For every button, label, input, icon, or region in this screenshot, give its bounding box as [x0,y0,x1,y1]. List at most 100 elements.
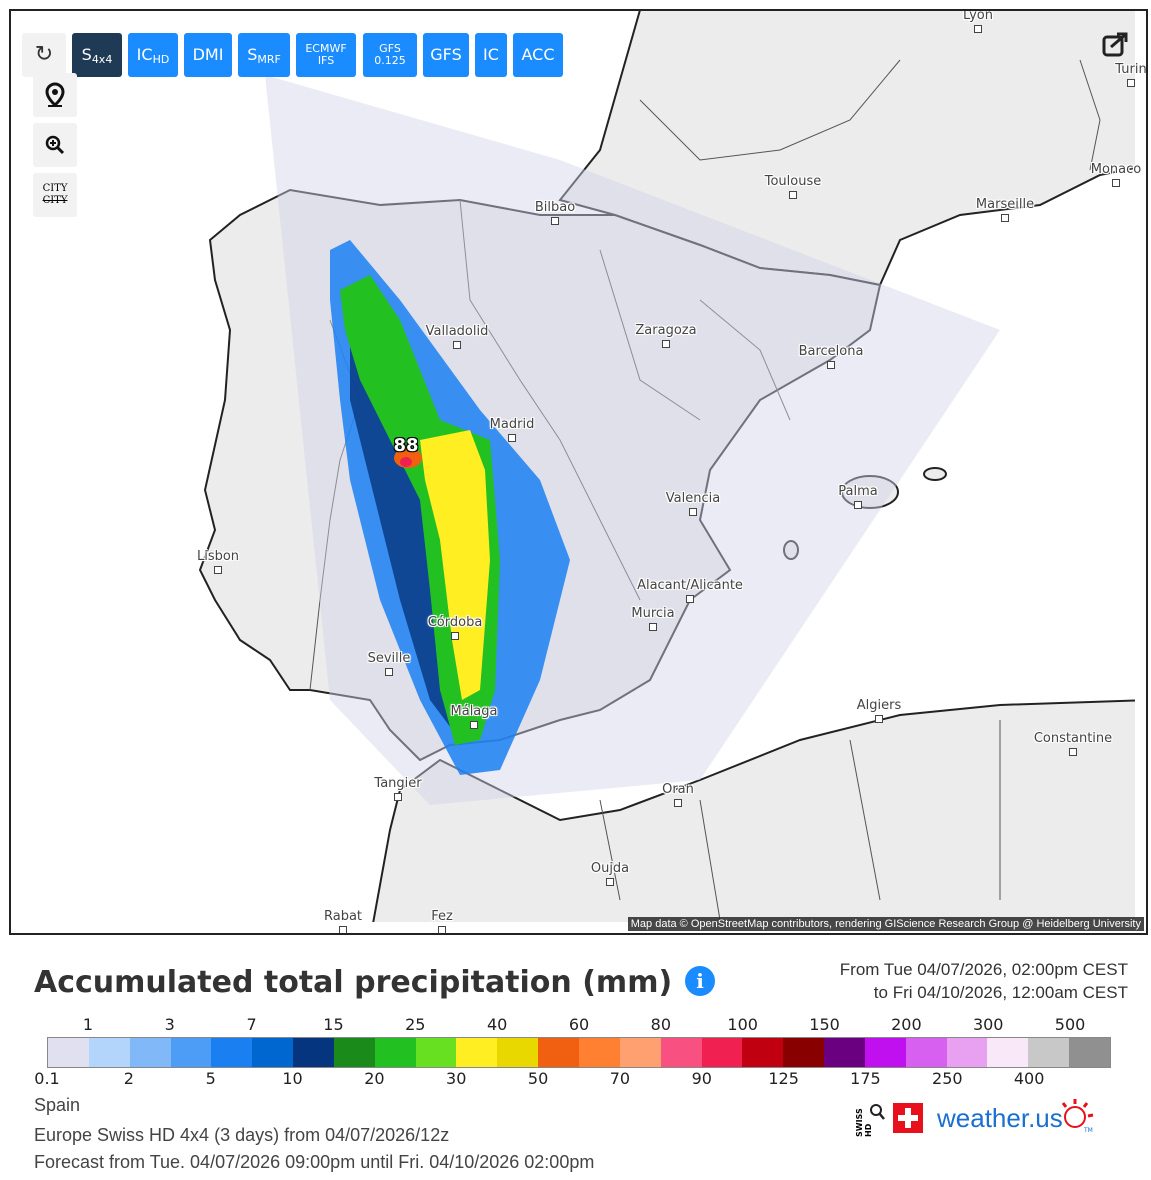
city-dot [827,361,835,369]
city-label: Tangier [374,776,422,791]
swiss-flag [893,1103,923,1133]
scale-swatch [824,1038,865,1067]
city-dot [339,926,347,933]
city-label: Turin [1115,62,1147,77]
footer-region: Spain [34,1095,81,1115]
scale-swatch [88,1038,130,1067]
ibiza [783,540,799,560]
model-button[interactable]: ICHD [128,33,178,77]
precip-yellow [420,430,490,700]
scale-label: 2 [123,1069,134,1088]
button-text: IC [483,47,499,63]
scale-label: 250 [932,1069,963,1088]
city-label: Fez [431,909,453,924]
button-main: S [81,45,92,64]
trademark: TM [1084,1127,1093,1134]
model-button[interactable]: SMRF [238,33,290,77]
scale-label: 60 [568,1015,590,1034]
zoom-button[interactable] [33,123,77,167]
button-main: ACC [521,45,555,64]
model-button[interactable]: GFS [423,33,469,77]
scale-swatch [1028,1038,1070,1067]
city-label: Alacant/Alicante [637,578,743,593]
button-sub: MRF [257,53,281,66]
city-dot [1127,79,1135,87]
button-line: IFS [317,54,335,67]
menorca [923,467,947,481]
scale-swatch [415,1038,457,1067]
location-button[interactable] [33,73,77,117]
scale-swatch [864,1038,906,1067]
model-button[interactable]: S4x4 [72,33,122,77]
scale-label: 175 [850,1069,881,1088]
scale-swatch [374,1038,416,1067]
scale-label: 3 [164,1015,175,1034]
city-label: Algiers [856,698,902,713]
button-line: GFS [379,42,401,55]
scale-label: 5 [205,1069,216,1088]
scale-swatch [987,1038,1029,1067]
button-main: IC [136,45,153,64]
color-scale [47,1037,1111,1068]
model-button[interactable]: ACC [513,33,563,77]
model-button[interactable]: IC [475,33,507,77]
scale-swatch [252,1038,294,1067]
borders [309,59,1101,921]
city-label: Barcelona [798,344,864,359]
precip-red [400,457,412,467]
city-dot [453,341,461,349]
scale-swatch [170,1038,212,1067]
city-label: Málaga [450,704,498,719]
logo-badge: SWISS HD [855,1103,925,1137]
info-button[interactable]: i [685,966,715,996]
refresh-button[interactable]: ↻ [22,33,66,77]
city-dot [789,191,797,199]
scale-label: 30 [446,1069,467,1088]
scale-swatch [538,1038,579,1067]
city-label: Murcia [631,606,675,621]
button-main: S [247,45,258,64]
scale-label: 7 [246,1015,257,1034]
city-dot [1112,179,1120,187]
city-label: Oran [662,782,694,797]
map[interactable]: 88 Lyon Turin Toulouse Monaco Marseille Bilba… [9,9,1148,935]
mallorca [841,475,899,509]
city-label: Toulouse [764,174,822,189]
scale-label: 10 [282,1069,303,1088]
city-toggle[interactable]: CITY CITY [33,173,77,217]
button-line: ECMWF [305,42,347,55]
city-label: Marseille [975,197,1035,212]
city-dot [1069,748,1077,756]
city-label: Lisbon [196,549,240,564]
scale-swatch [456,1038,498,1067]
scale-swatch [48,1038,89,1067]
city-label: Constantine [1033,731,1113,746]
city-dot [606,878,614,886]
scale-swatch [701,1038,743,1067]
model-button[interactable]: GFS 0.125 [363,33,417,77]
scale-swatch [660,1038,702,1067]
share-button[interactable] [1101,29,1131,59]
attribution: Map data © OpenStreetMap contributors, r… [627,917,1144,931]
button-line: 0.125 [374,54,406,67]
city-label: Monaco [1090,162,1142,177]
model-button[interactable]: ECMWF IFS [296,33,356,77]
scale-label: 1 [82,1015,94,1034]
pin-icon [45,82,65,107]
city-dot [674,799,682,807]
model-button[interactable]: DMI [184,33,232,77]
sun-icon [1061,1099,1094,1128]
zoom-icon [45,135,65,155]
scale-label: 90 [691,1069,712,1088]
scale-label: 0.1 [34,1069,60,1088]
scale-label: 150 [809,1015,840,1034]
legend-title: Accumulated total precipitation (mm) [34,965,673,1000]
scale-swatch [497,1038,539,1067]
city-dot [551,217,559,225]
button-text: S4x4 [81,45,113,66]
scale-label: 100 [727,1015,758,1034]
city-dot [875,715,883,723]
button-text: GFS [430,47,461,63]
scale-swatch [905,1038,947,1067]
